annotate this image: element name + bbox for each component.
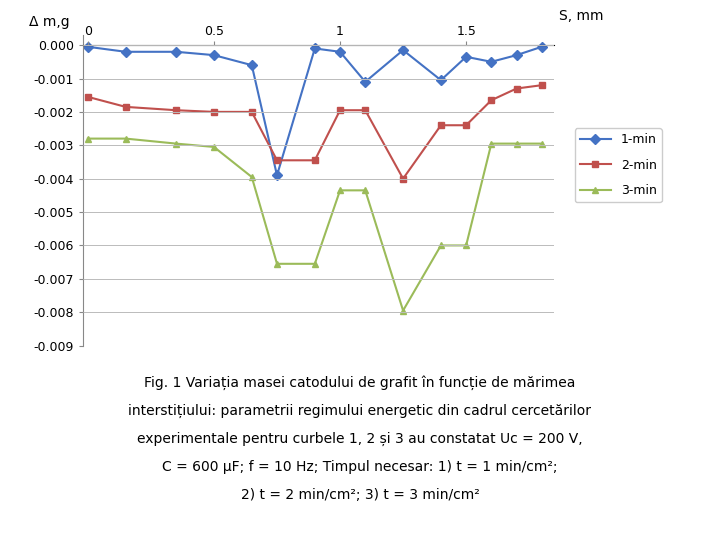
2-min (462, 122, 470, 129)
Text: Fig. 1 Variația masei catodului de grafit în funcție de mărimea: Fig. 1 Variația masei catodului de grafi… (144, 375, 576, 390)
2-min (436, 122, 445, 129)
1-min (122, 49, 130, 55)
3-min (248, 174, 256, 180)
Text: experimentale pentru curbele 1, 2 și 3 au constatat Uc = 200 V,: experimentale pentru curbele 1, 2 și 3 a… (138, 431, 582, 446)
3-min (310, 261, 319, 267)
3-min (399, 307, 408, 314)
1-min (462, 53, 470, 60)
Line: 3-min: 3-min (84, 135, 545, 314)
1-min (487, 58, 495, 65)
3-min (336, 187, 344, 194)
Text: interstițiului: parametrii regimului energetic din cadrul cercetărilor: interstițiului: parametrii regimului ene… (128, 403, 592, 417)
Line: 2-min: 2-min (84, 82, 545, 182)
2-min (172, 107, 181, 113)
3-min (512, 140, 521, 147)
3-min (361, 187, 369, 194)
1-min (336, 49, 344, 55)
2-min (399, 176, 408, 182)
1-min (537, 44, 546, 50)
1-min (436, 77, 445, 83)
3-min (537, 140, 546, 147)
1-min (210, 52, 218, 58)
2-min (84, 93, 92, 100)
3-min (172, 140, 181, 147)
2-min (512, 85, 521, 92)
3-min (122, 136, 130, 142)
Text: C = 600 μF; f = 10 Hz; Timpul necesar: 1) t = 1 min/cm²;: C = 600 μF; f = 10 Hz; Timpul necesar: 1… (162, 460, 558, 474)
3-min (487, 140, 495, 147)
3-min (436, 242, 445, 249)
1-min (172, 49, 181, 55)
2-min (273, 157, 282, 164)
1-min (84, 44, 92, 50)
1-min (273, 172, 282, 179)
3-min (84, 136, 92, 142)
2-min (248, 109, 256, 115)
2-min (487, 97, 495, 104)
Text: 2) t = 2 min/cm²; 3) t = 3 min/cm²: 2) t = 2 min/cm²; 3) t = 3 min/cm² (240, 488, 480, 502)
2-min (310, 157, 319, 164)
Line: 1-min: 1-min (84, 43, 545, 179)
3-min (273, 261, 282, 267)
Legend: 1-min, 2-min, 3-min: 1-min, 2-min, 3-min (575, 129, 662, 202)
3-min (210, 144, 218, 150)
2-min (210, 109, 218, 115)
1-min (399, 47, 408, 53)
1-min (361, 79, 369, 85)
2-min (361, 107, 369, 113)
1-min (248, 62, 256, 69)
2-min (122, 104, 130, 110)
1-min (310, 45, 319, 52)
2-min (336, 107, 344, 113)
2-min (537, 82, 546, 89)
3-min (462, 242, 470, 249)
Text: Δ m,g: Δ m,g (29, 15, 69, 29)
Text: S, mm: S, mm (559, 9, 603, 23)
1-min (512, 52, 521, 58)
